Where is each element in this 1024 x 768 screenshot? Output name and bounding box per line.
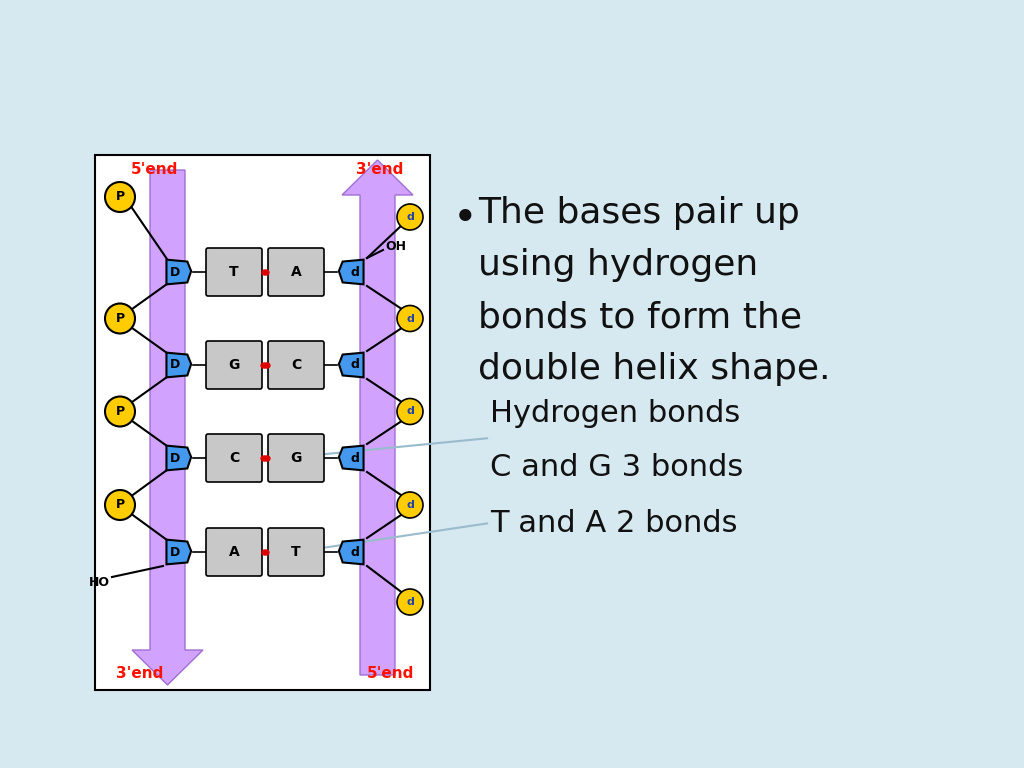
Text: A: A — [228, 545, 240, 559]
Polygon shape — [167, 353, 191, 377]
Text: A: A — [291, 265, 301, 279]
Text: T and A 2 bonds: T and A 2 bonds — [490, 508, 737, 538]
Text: d: d — [407, 500, 414, 510]
Circle shape — [397, 589, 423, 615]
Text: d: d — [350, 359, 359, 372]
FancyBboxPatch shape — [206, 434, 262, 482]
Text: d: d — [407, 212, 414, 222]
Text: OH: OH — [385, 240, 406, 253]
Text: P: P — [116, 498, 125, 511]
FancyBboxPatch shape — [206, 341, 262, 389]
Text: D: D — [170, 452, 180, 465]
Polygon shape — [339, 540, 364, 564]
Text: double helix shape.: double helix shape. — [478, 352, 830, 386]
Text: Hydrogen bonds: Hydrogen bonds — [490, 399, 740, 428]
Polygon shape — [339, 445, 364, 470]
Polygon shape — [342, 160, 413, 675]
Text: HO: HO — [89, 575, 110, 588]
Text: d: d — [350, 266, 359, 279]
Text: 5'end: 5'end — [131, 163, 178, 177]
Text: 5'end: 5'end — [367, 666, 414, 680]
Text: d: d — [350, 545, 359, 558]
Polygon shape — [339, 260, 364, 284]
Text: using hydrogen: using hydrogen — [478, 248, 758, 282]
Text: C: C — [291, 358, 301, 372]
Text: 3'end: 3'end — [356, 163, 403, 177]
Text: D: D — [170, 545, 180, 558]
FancyBboxPatch shape — [268, 341, 324, 389]
Text: P: P — [116, 312, 125, 325]
Circle shape — [105, 490, 135, 520]
Text: d: d — [407, 597, 414, 607]
FancyBboxPatch shape — [206, 528, 262, 576]
Text: •: • — [453, 198, 477, 240]
Text: G: G — [228, 358, 240, 372]
Polygon shape — [167, 260, 191, 284]
Circle shape — [105, 396, 135, 426]
Circle shape — [105, 182, 135, 212]
Text: G: G — [291, 451, 302, 465]
Text: T: T — [291, 545, 301, 559]
Circle shape — [397, 399, 423, 425]
Text: 3'end: 3'end — [117, 666, 164, 680]
Circle shape — [105, 303, 135, 333]
Text: d: d — [407, 406, 414, 416]
Text: D: D — [170, 359, 180, 372]
Text: T: T — [229, 265, 239, 279]
Circle shape — [397, 306, 423, 332]
Text: C and G 3 bonds: C and G 3 bonds — [490, 453, 743, 482]
Text: P: P — [116, 405, 125, 418]
Text: The bases pair up: The bases pair up — [478, 196, 800, 230]
Circle shape — [397, 492, 423, 518]
Polygon shape — [339, 353, 364, 377]
FancyBboxPatch shape — [268, 434, 324, 482]
FancyBboxPatch shape — [206, 248, 262, 296]
Text: d: d — [350, 452, 359, 465]
FancyBboxPatch shape — [95, 155, 430, 690]
Polygon shape — [167, 540, 191, 564]
Polygon shape — [132, 170, 203, 685]
FancyBboxPatch shape — [268, 248, 324, 296]
Text: bonds to form the: bonds to form the — [478, 300, 802, 334]
Text: d: d — [407, 313, 414, 323]
Circle shape — [397, 204, 423, 230]
Text: P: P — [116, 190, 125, 204]
Text: C: C — [229, 451, 240, 465]
Polygon shape — [167, 445, 191, 470]
FancyBboxPatch shape — [268, 528, 324, 576]
Text: D: D — [170, 266, 180, 279]
